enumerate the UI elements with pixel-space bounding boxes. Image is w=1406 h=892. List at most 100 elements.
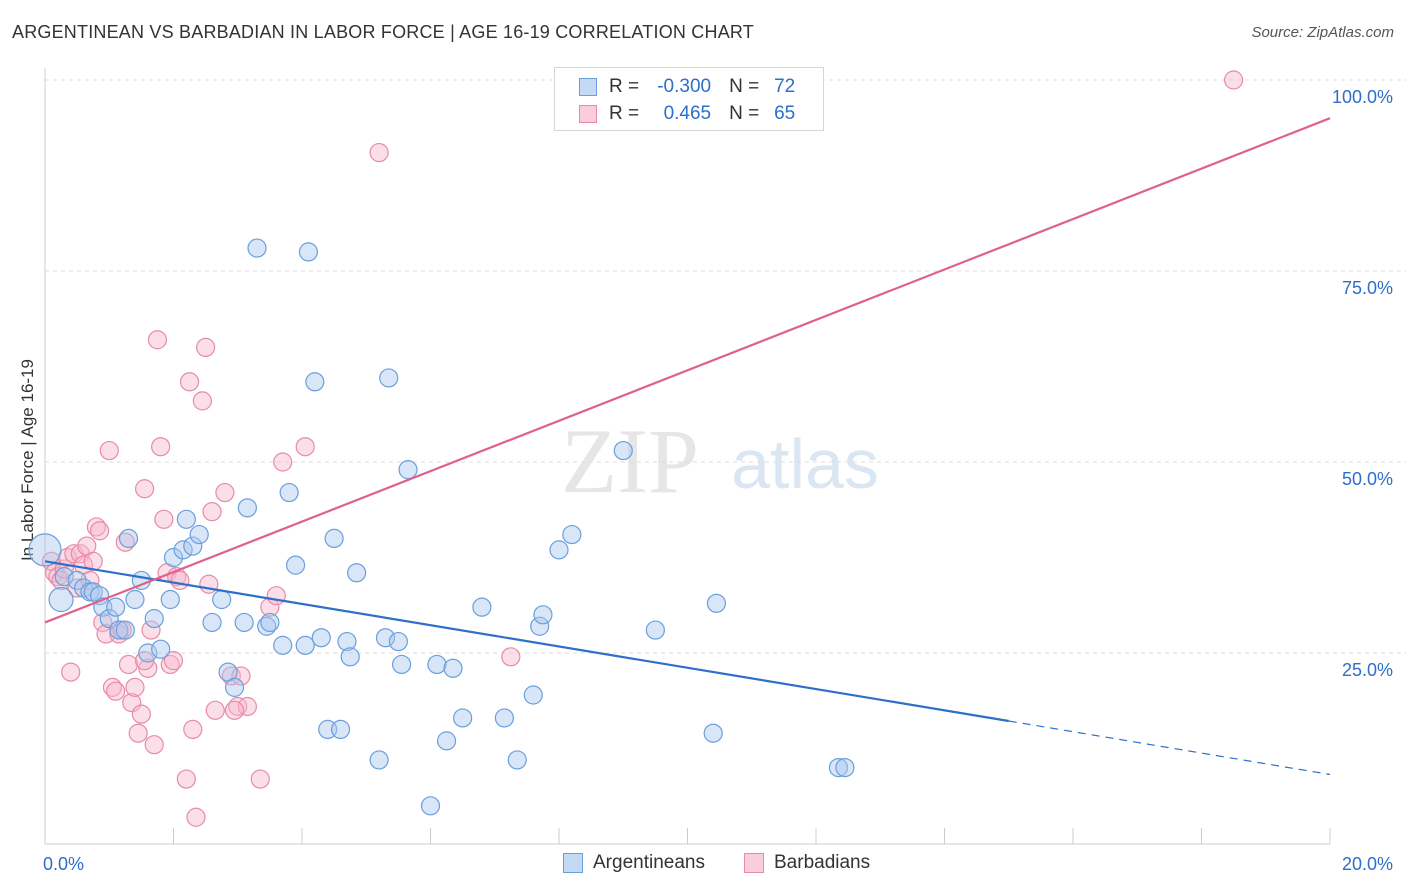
r-label: R =: [609, 76, 640, 97]
data-point: [305, 372, 325, 392]
n-label: N =: [729, 103, 760, 124]
argentineans-points: [28, 238, 855, 816]
data-point: [215, 482, 235, 503]
data-point: [118, 528, 139, 549]
n-value: 65: [774, 103, 796, 124]
data-point: [295, 437, 315, 457]
data-point: [472, 597, 492, 617]
data-point: [703, 723, 723, 743]
data-point: [141, 620, 161, 640]
data-point: [295, 635, 315, 655]
data-point: [311, 628, 331, 648]
data-point: [224, 700, 245, 720]
data-point: [151, 639, 171, 659]
data-point: [212, 589, 232, 610]
legend-row-argentineans: R = -0.300 N = 72: [579, 75, 795, 99]
data-point: [369, 750, 389, 770]
data-point: [202, 502, 222, 522]
data-point: [183, 536, 203, 556]
data-point: [645, 620, 665, 640]
legend-row-barbadians: R = 0.465 N = 65: [579, 102, 795, 126]
data-point: [115, 620, 135, 640]
data-point: [324, 528, 344, 549]
legend-argentineans: Argentineans: [563, 852, 705, 874]
data-point: [533, 605, 553, 625]
data-point: [176, 509, 196, 529]
data-point: [260, 612, 280, 633]
n-value: 72: [774, 76, 796, 97]
tick-labels: 25.0% 50.0% 75.0% 100.0% 0.0% 20.0%: [43, 87, 1393, 874]
data-point: [173, 540, 193, 560]
data-point: [398, 460, 418, 480]
data-point: [549, 540, 569, 560]
y-tick-label: 75.0%: [1342, 278, 1393, 298]
source-label: Source: ZipAtlas.com: [1251, 24, 1394, 41]
data-point: [420, 796, 441, 816]
data-point: [375, 628, 396, 648]
data-point: [273, 452, 293, 472]
trend-lines: [44, 117, 1331, 776]
legend-barbadians: Barbadians: [744, 852, 870, 874]
data-point: [330, 719, 351, 740]
data-point: [523, 685, 543, 705]
x-tick-label: 0.0%: [43, 854, 84, 874]
data-point: [160, 589, 180, 610]
data-point: [273, 635, 293, 655]
data-point: [151, 437, 171, 457]
r-value: 0.465: [663, 103, 712, 124]
data-point: [835, 757, 855, 778]
data-point: [205, 700, 225, 720]
data-point: [90, 521, 110, 541]
data-point: [427, 654, 447, 675]
data-point: [54, 566, 74, 587]
data-point: [147, 330, 168, 350]
data-point: [163, 547, 184, 568]
data-point: [828, 757, 849, 778]
data-point: [131, 704, 151, 724]
data-point: [134, 479, 155, 499]
legend-label-barbadians: Barbadians: [774, 852, 871, 873]
data-point: [388, 631, 408, 652]
data-point: [247, 238, 267, 258]
data-point: [436, 731, 457, 751]
data-point: [562, 524, 582, 545]
data-point: [224, 677, 245, 697]
legend-swatch-blue: [563, 853, 583, 873]
legend-swatch-blue: [579, 78, 597, 96]
data-point: [192, 391, 213, 411]
data-point: [154, 509, 174, 529]
data-point: [347, 563, 367, 583]
data-point: [138, 643, 158, 663]
data-point: [237, 498, 257, 518]
data-point: [250, 769, 270, 789]
data-point: [391, 654, 412, 675]
data-point: [28, 533, 62, 567]
data-point: [106, 681, 126, 701]
data-point: [285, 555, 306, 575]
data-point: [183, 719, 203, 740]
axes: [44, 68, 1331, 845]
data-point: [266, 586, 286, 606]
watermark-atlas: atlas: [731, 425, 879, 503]
data-point: [144, 609, 164, 629]
data-point: [128, 723, 148, 743]
data-point: [613, 440, 633, 461]
data-point: [453, 708, 473, 728]
data-point: [231, 666, 251, 686]
data-point: [170, 570, 190, 591]
grid-lines: [45, 79, 1406, 654]
data-point: [234, 612, 254, 633]
data-point: [298, 242, 319, 262]
correlation-legend: R = -0.300 N = 72 R = 0.465 N = 65: [554, 67, 824, 131]
data-point: [61, 662, 81, 682]
data-point: [501, 647, 521, 667]
data-point: [144, 735, 164, 755]
data-point: [125, 677, 145, 697]
data-point: [99, 440, 119, 461]
data-point: [202, 612, 222, 633]
data-point: [163, 651, 184, 671]
data-point: [494, 708, 514, 728]
data-point: [237, 696, 257, 717]
trend-line-barbadians: [44, 117, 1331, 624]
